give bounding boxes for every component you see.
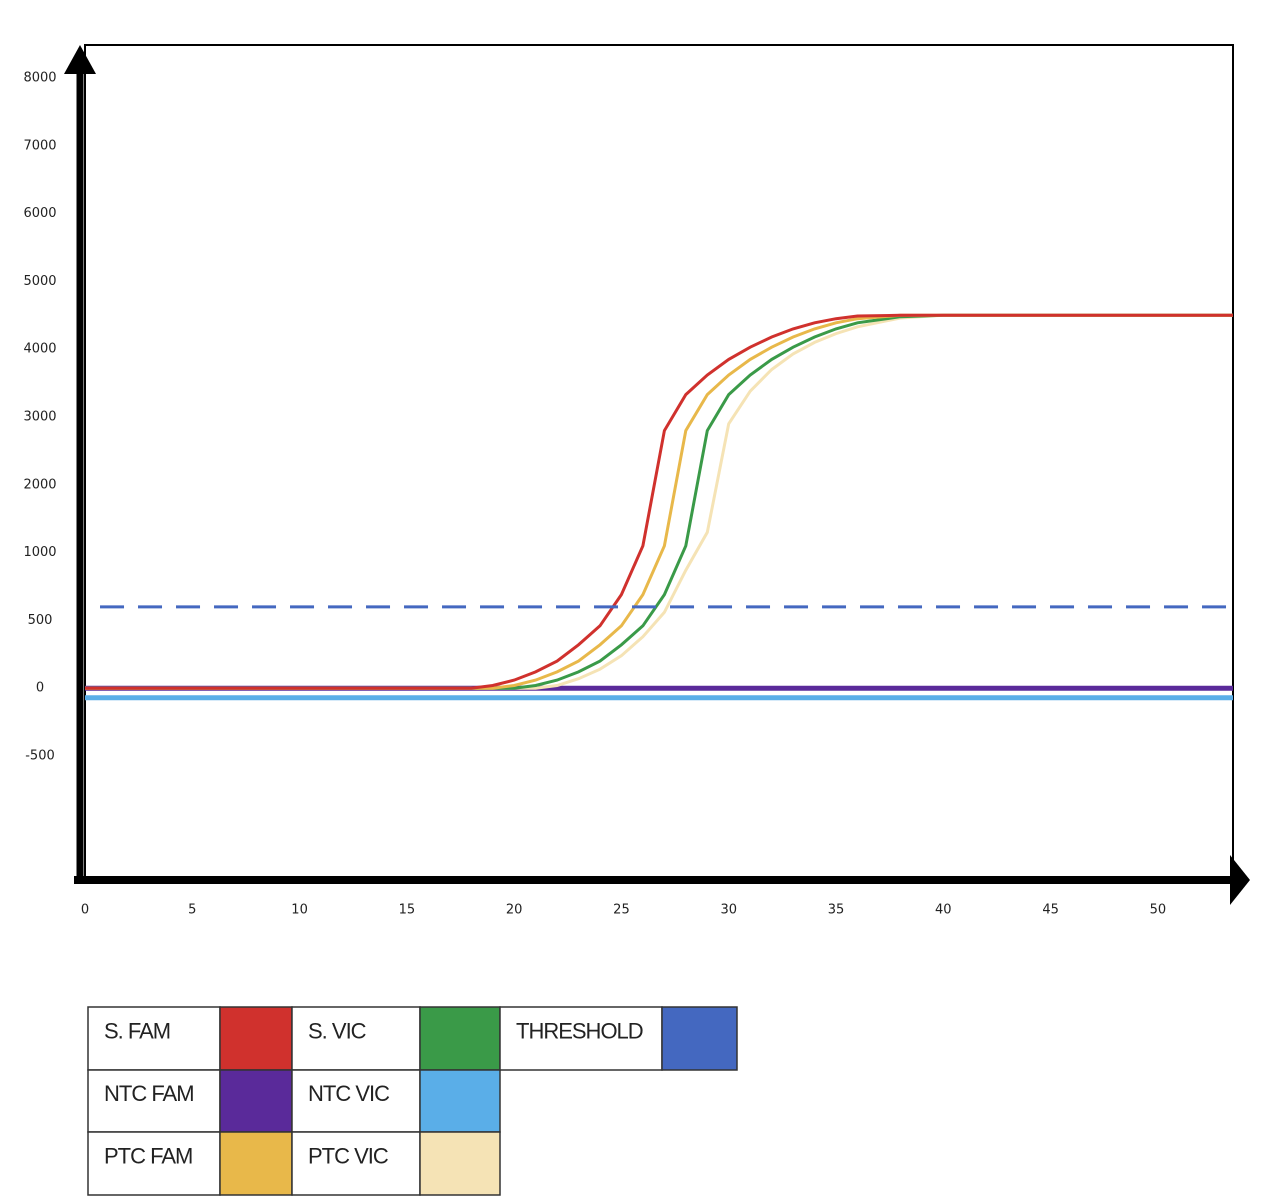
y-tick-label: 3000 [23,410,56,425]
y-tick-label: 0 [36,681,44,696]
legend-cell [87,1006,221,1071]
x-tick-label: 40 [935,903,952,918]
x-tick-label: 35 [828,903,845,918]
plot-area [85,313,1233,701]
legend-label: NTC VIC [308,1081,390,1106]
legend-label: S. FAM [104,1018,170,1043]
legend: S. FAM S. VIC NTC FAM NTC VIC PTC FAM PTC VIC… [87,1006,738,1196]
x-tick-label: 15 [399,903,416,918]
legend-label: S. VIC [308,1018,367,1043]
legend-swatch [419,1131,501,1196]
legend-swatch [219,1131,293,1196]
legend-swatch [661,1006,738,1071]
series-line [85,313,1233,690]
series-line [85,313,1233,690]
legend-label: THRESHOLD [516,1018,643,1043]
y-tick-label: 1000 [23,545,56,560]
x-tick-label: 10 [291,903,308,918]
series-line [85,313,1233,690]
legend-swatch [219,1006,293,1071]
x-axis-arrow [1230,855,1250,905]
y-axis-arrow [64,45,96,74]
x-tick-label: 5 [188,903,196,918]
x-tick-label: 20 [506,903,523,918]
legend-label: NTC FAM [104,1081,194,1106]
x-tick-label: 50 [1150,903,1167,918]
y-tick-label: 4000 [23,342,56,357]
legend-label: PTC VIC [308,1143,389,1168]
x-tick-label: 25 [613,903,630,918]
y-tick-label: 6000 [23,206,56,221]
legend-label: PTC FAM [104,1143,192,1168]
y-tick-label: -500 [25,749,55,764]
y-tick-label: 2000 [23,477,56,492]
legend-swatch [419,1006,501,1071]
x-tick-label: 0 [81,903,89,918]
x-tick-label: 45 [1042,903,1059,918]
series-line [85,313,1233,690]
x-tick-label: 30 [720,903,737,918]
y-tick-label: 7000 [23,138,56,153]
legend-swatch [219,1069,293,1133]
y-tick-label: 500 [28,613,53,628]
legend-cell [87,1131,221,1196]
legend-swatch [419,1069,501,1133]
y-tick-label: 5000 [23,274,56,289]
y-tick-label: 8000 [23,71,56,86]
